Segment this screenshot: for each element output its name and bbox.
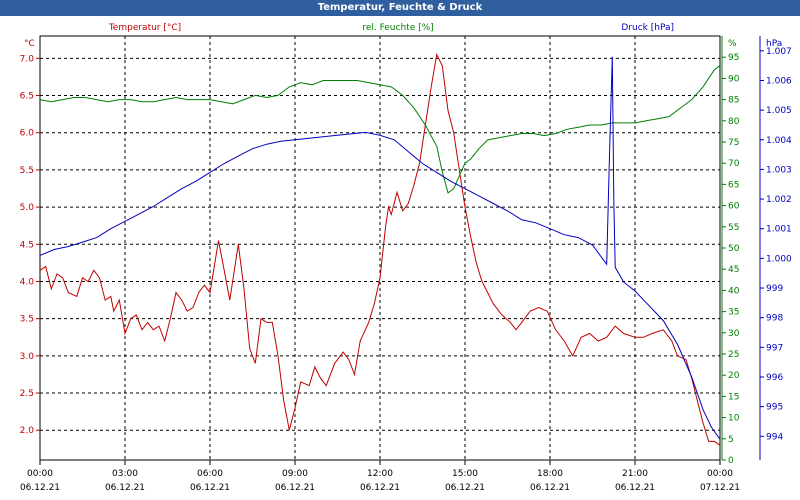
hum-tick-label: 10 xyxy=(728,414,740,424)
press-unit: hPa xyxy=(766,39,782,49)
series-lines xyxy=(39,53,721,446)
press-tick-label: 1.000 xyxy=(766,254,792,264)
temp-tick-label: 4.5 xyxy=(20,240,34,250)
series-hum-line xyxy=(39,65,721,194)
temp-tick-label: 2.0 xyxy=(20,426,35,436)
hum-tick-label: 80 xyxy=(728,117,740,127)
x-tick-date: 06.12.21 xyxy=(275,483,315,493)
hum-tick-label: 45 xyxy=(728,265,739,275)
press-tick-label: 1.004 xyxy=(766,136,792,146)
press-tick-label: 1.003 xyxy=(766,165,792,175)
temp-tick-label: 4.0 xyxy=(20,277,35,287)
hum-tick-label: 15 xyxy=(728,392,739,402)
series-press-line xyxy=(39,56,721,440)
press-tick-label: 1.001 xyxy=(766,225,792,235)
hum-tick-label: 65 xyxy=(728,180,739,190)
x-tick-time: 00:00 xyxy=(707,469,733,479)
press-tick-label: 1.002 xyxy=(766,195,792,205)
hum-tick-label: 0 xyxy=(728,456,734,466)
temp-tick-label: 5.0 xyxy=(20,203,35,213)
hum-tick-label: 35 xyxy=(728,308,739,318)
temp-tick-label: 3.5 xyxy=(20,315,34,325)
axes xyxy=(36,36,764,465)
hum-tick-label: 85 xyxy=(728,96,739,106)
press-tick-label: 997 xyxy=(766,343,783,353)
x-tick-time: 03:00 xyxy=(112,469,138,479)
temp-tick-label: 2.5 xyxy=(20,389,34,399)
temp-tick-label: 6.5 xyxy=(20,92,34,102)
x-tick-date: 06.12.21 xyxy=(20,483,60,493)
temp-tick-label: 5.5 xyxy=(20,166,34,176)
x-tick-date: 06.12.21 xyxy=(445,483,485,493)
temp-unit: °C xyxy=(24,39,35,49)
hum-tick-label: 50 xyxy=(728,244,740,254)
x-tick-date: 07.12.21 xyxy=(700,483,740,493)
x-tick-time: 18:00 xyxy=(537,469,563,479)
x-tick-time: 00:00 xyxy=(27,469,53,479)
press-tick-label: 1.007 xyxy=(766,47,792,57)
press-tick-label: 996 xyxy=(766,373,783,383)
legend-press: Druck [hPa] xyxy=(621,23,674,33)
hum-tick-label: 75 xyxy=(728,138,739,148)
x-tick-date: 06.12.21 xyxy=(190,483,230,493)
press-tick-label: 994 xyxy=(766,432,783,442)
axis-labels: 00:00 06.12.21 03:00 06.12.21 06:00 06.12.21 0… xyxy=(20,23,792,493)
legend-temp: Temperatur [°C] xyxy=(108,23,181,33)
hum-unit: % xyxy=(728,39,737,49)
hum-tick-label: 40 xyxy=(728,286,740,296)
press-tick-label: 998 xyxy=(766,314,783,324)
hum-tick-label: 25 xyxy=(728,350,739,360)
hum-tick-label: 90 xyxy=(728,74,740,84)
hum-tick-label: 95 xyxy=(728,53,739,63)
legend-hum: rel. Feuchte [%] xyxy=(362,23,433,33)
x-tick-date: 06.12.21 xyxy=(615,483,655,493)
hum-tick-label: 20 xyxy=(728,371,740,381)
hum-tick-label: 70 xyxy=(728,159,740,169)
x-tick-date: 06.12.21 xyxy=(530,483,570,493)
hum-tick-label: 60 xyxy=(728,202,740,212)
x-tick-time: 15:00 xyxy=(452,469,478,479)
x-tick-time: 09:00 xyxy=(282,469,308,479)
chart: 00:00 06.12.21 03:00 06.12.21 06:00 06.12.21 0… xyxy=(20,23,792,493)
series-temp-line xyxy=(39,53,721,446)
gridlines xyxy=(40,36,720,460)
x-tick-time: 12:00 xyxy=(367,469,393,479)
x-tick-time: 21:00 xyxy=(622,469,648,479)
press-tick-label: 995 xyxy=(766,403,783,413)
press-tick-label: 999 xyxy=(766,284,783,294)
press-tick-label: 1.006 xyxy=(766,76,792,86)
chart-title: Temperatur, Feuchte & Druck xyxy=(0,0,800,16)
temp-tick-label: 3.0 xyxy=(20,352,35,362)
temp-tick-label: 6.0 xyxy=(20,129,35,139)
x-tick-time: 06:00 xyxy=(197,469,223,479)
hum-tick-label: 30 xyxy=(728,329,740,339)
x-tick-date: 06.12.21 xyxy=(105,483,145,493)
press-tick-label: 1.005 xyxy=(766,106,792,116)
temp-tick-label: 7.0 xyxy=(20,54,35,64)
hum-tick-label: 5 xyxy=(728,435,734,445)
x-tick-date: 06.12.21 xyxy=(360,483,400,493)
hum-tick-label: 55 xyxy=(728,223,739,233)
